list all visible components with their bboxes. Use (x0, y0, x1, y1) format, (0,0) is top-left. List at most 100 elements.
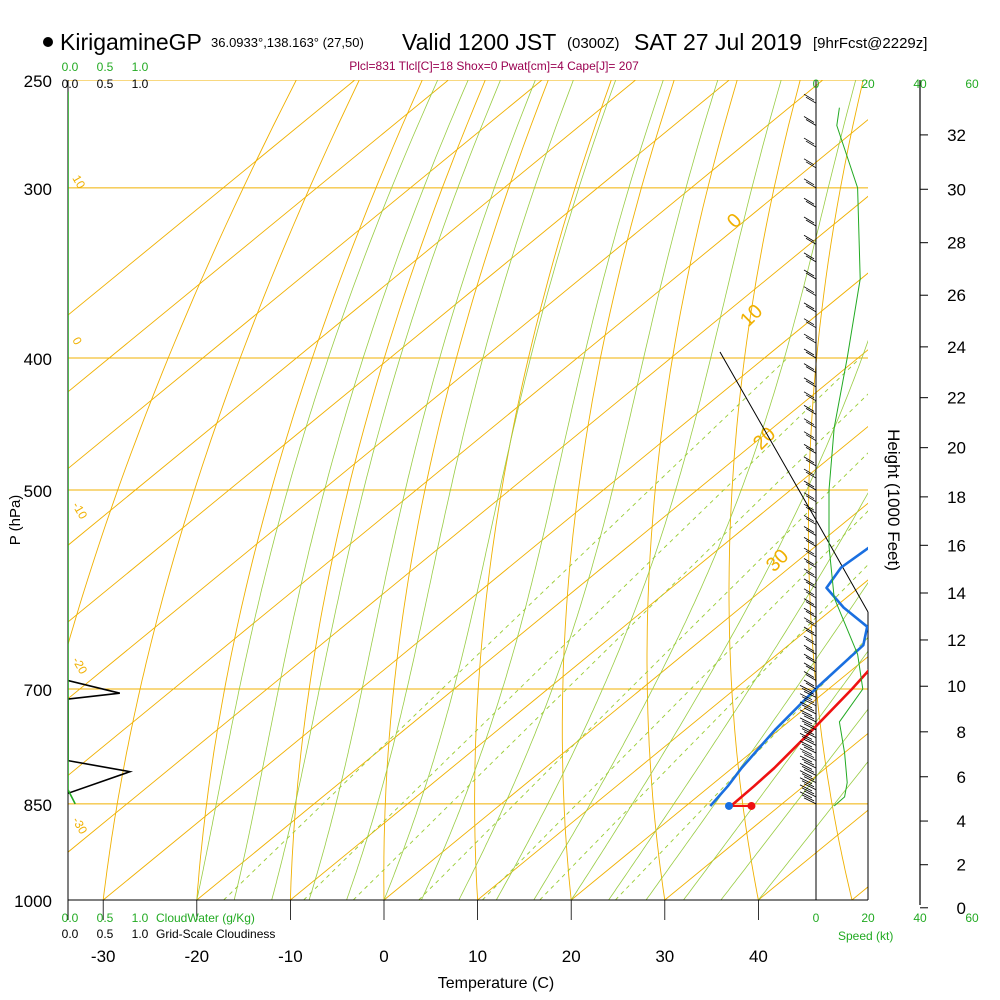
speed-tick-label: 0 (813, 77, 820, 91)
wind-barb (803, 116, 815, 123)
dry-adiabat-line (289, 80, 486, 900)
wind-barb (805, 459, 817, 467)
cloudwater-profile-line (68, 91, 76, 805)
wind-barb (803, 568, 815, 576)
speed-tick-label: 60 (965, 77, 979, 91)
wind-barb (805, 351, 817, 359)
temperature-tick-label: 40 (749, 947, 768, 966)
wind-barb (801, 712, 815, 720)
cloudwater-scale-label: 1.0 (132, 60, 149, 74)
wind-barb (803, 635, 815, 643)
wind-barb (799, 755, 813, 763)
wind-barb (805, 674, 817, 681)
wind-barb (805, 447, 817, 454)
valid-label: Valid 1200 JST (402, 29, 556, 55)
wind-barb (803, 492, 815, 500)
wind-barb (803, 503, 815, 511)
wind-barb (803, 653, 815, 661)
dry-adiabat-line (807, 80, 864, 900)
wind-barb (801, 736, 815, 743)
wind-barb (805, 181, 817, 189)
wind-barb (805, 610, 817, 618)
height-tick-label: 10 (947, 677, 966, 696)
wind-barb (803, 731, 817, 739)
wind-barb (803, 158, 815, 166)
wind-barb (803, 776, 817, 783)
temperature-tick-label: 0 (379, 947, 388, 966)
height-tick-label: 8 (957, 723, 966, 742)
wind-barb (803, 269, 815, 277)
wind-barb (803, 578, 815, 586)
speed-tick-label: 0 (813, 911, 820, 925)
cloudiness-scale-label: 0.5 (97, 927, 114, 941)
wind-barb (801, 743, 815, 751)
isotherm-label: -30 (69, 815, 90, 837)
wind-barb (803, 391, 815, 399)
height-tick-label: 30 (947, 180, 966, 199)
height-tick-label: 32 (947, 126, 966, 145)
cloudwater-scale-label: 1.0 (132, 911, 149, 925)
wind-barb (801, 794, 815, 802)
y-axis-title: P (hPa) (7, 495, 24, 546)
moist-adiabat-line (458, 80, 719, 900)
moist-adiabat-line (645, 582, 868, 900)
cloudwater-legend: CloudWater (g/Kg) (156, 911, 255, 925)
moist-adiabat-line (308, 80, 536, 900)
wind-barb (805, 380, 817, 388)
temperature-profile-line (730, 669, 868, 807)
wind-barb (803, 286, 815, 294)
surface-dewpoint-marker (724, 801, 733, 810)
wind-barb (801, 696, 815, 704)
wind-barb (805, 561, 817, 568)
wind-barb (805, 665, 817, 673)
isotherm-line (664, 732, 868, 900)
height-tick-label: 20 (947, 439, 966, 458)
wind-barb (805, 540, 817, 547)
wind-barb (805, 321, 817, 329)
wind-barb (801, 704, 815, 712)
mixing-ratio-line (303, 357, 861, 900)
isotherm-line (68, 80, 543, 470)
wind-barb (803, 216, 815, 224)
wind-barb (803, 617, 815, 625)
wind-barb (799, 777, 813, 785)
wind-barb (805, 656, 817, 664)
wind-barb (805, 620, 817, 628)
wind-barb (803, 797, 817, 805)
wind-barb (803, 137, 815, 145)
wind-barb (805, 119, 817, 126)
mixing-ratio-line (418, 452, 868, 900)
date-label: SAT 27 Jul 2019 (634, 29, 802, 55)
wind-barb (803, 783, 817, 791)
wind-barb (803, 671, 815, 678)
height-tick-label: 16 (947, 536, 966, 555)
wind-barb (803, 431, 815, 439)
wind-barb (801, 773, 815, 780)
cloudwater-scale-label: 0.5 (97, 911, 114, 925)
pressure-tick-label: 1000 (14, 892, 52, 911)
pressure-tick-label: 250 (24, 72, 52, 91)
pressure-tick-label: 500 (24, 482, 52, 501)
wind-barb (803, 558, 815, 565)
dry-adiabat-line (196, 80, 423, 900)
wind-barb (805, 421, 817, 429)
mixing-ratio-line (482, 510, 868, 900)
wind-barb (803, 515, 815, 522)
wind-barb (803, 699, 817, 707)
cloudiness-legend: Grid-Scale Cloudiness (156, 927, 275, 941)
wind-barb (799, 701, 813, 709)
wind-barb (801, 720, 815, 728)
x-axis-title: Temperature (C) (438, 975, 554, 992)
stability-indices: Plcl=831 Tlcl[C]=18 Shox=0 Pwat[cm]=4 Ca… (349, 59, 639, 73)
wind-barb (803, 405, 815, 412)
wind-barb (805, 629, 817, 637)
height-tick-label: 6 (957, 768, 966, 787)
wind-barb (799, 748, 813, 755)
wind-barb (803, 252, 815, 260)
wind-barb (803, 444, 815, 451)
wind-barb (805, 471, 817, 479)
wind-barb (805, 638, 817, 646)
temperature-tick-label: -20 (185, 947, 210, 966)
